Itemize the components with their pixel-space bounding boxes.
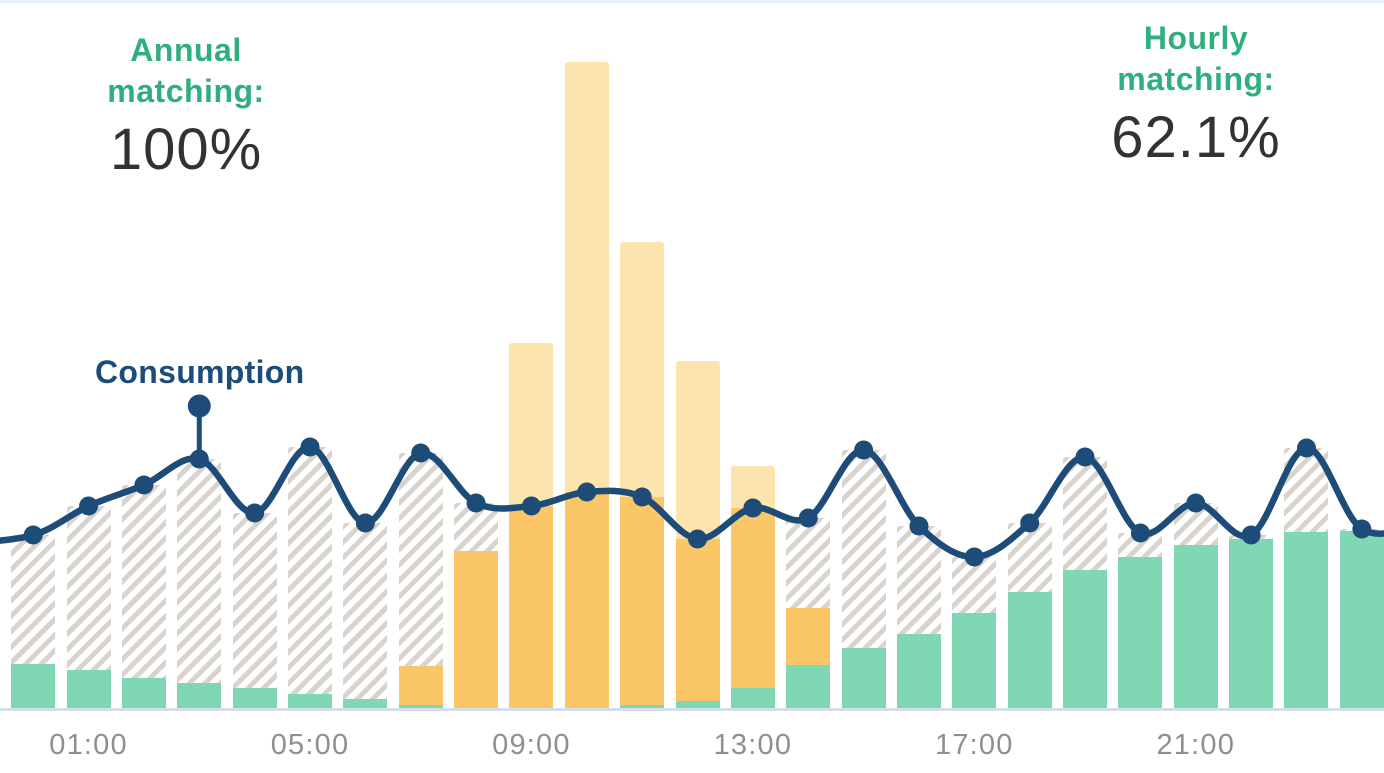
annual-matching-value: 100% [109,117,263,182]
green-segment [675,701,720,710]
x-tick-label-09:00: 09:00 [492,729,571,761]
orange-segment [398,666,443,705]
green-segment [343,699,388,710]
green-segment [66,670,111,710]
x-tick-label-01:00: 01:00 [49,729,128,761]
hourly-matching-label-line1: Hourly [1143,20,1249,56]
consumption-annotation-label: Consumption [95,354,305,390]
green-segment [1229,539,1274,710]
annual-matching-label-line2: matching: [107,73,265,109]
green-segment [288,694,332,710]
green-segment [1284,532,1329,710]
hourly-matching-label-line2: matching: [1117,61,1275,97]
green-segment [1339,531,1384,710]
green-segment [1173,545,1218,710]
green-segment [1118,557,1163,710]
excess-light-orange-segment [564,62,609,492]
bar-hour-17:00 [952,557,997,710]
green-segment [730,688,775,710]
x-tick-label-13:00: 13:00 [713,729,793,761]
x-tick-label-17:00: 17:00 [935,729,1014,761]
annual-matching-label: Annual matching: [46,30,326,112]
orange-segment [454,551,499,708]
x-tick-label-21:00: 21:00 [1156,729,1236,761]
orange-segment [675,539,720,701]
green-segment [620,705,665,710]
annual-matching-label-line1: Annual [130,32,242,68]
bar-hour-22:00 [1229,535,1274,710]
green-segment [177,683,222,710]
green-segment [952,613,997,710]
hourly-matching-value: 62.1% [1111,105,1281,170]
x-tick-label-05:00: 05:00 [270,729,350,761]
x-axis-line [0,708,1384,711]
annual-matching-stat: Annual matching: 100% [46,30,326,180]
green-segment [841,648,886,710]
orange-segment [786,608,831,665]
green-segment [11,664,56,710]
green-segment [232,688,277,710]
green-segment [1063,570,1108,710]
green-segment [786,665,831,710]
hourly-matching-label: Hourly matching: [1046,18,1346,100]
green-segment [121,678,166,710]
hourly-matching-stat: Hourly matching: 62.1% [1046,18,1346,168]
green-segment [398,705,443,710]
top-edge-strip [0,0,1384,3]
green-segment [1007,592,1052,710]
green-segment [896,634,941,710]
